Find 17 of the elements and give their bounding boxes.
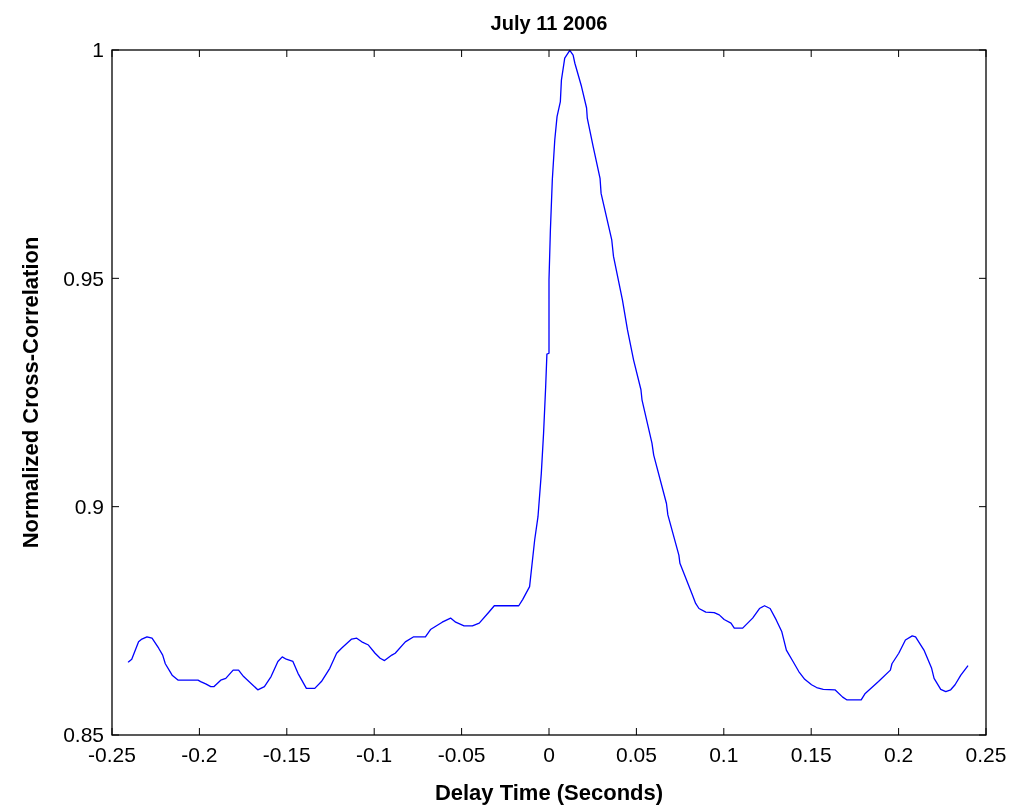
x-tick-label: -0.05 [437,743,486,766]
x-tick-label: 0.25 [965,743,1007,766]
x-tick-label: 0 [543,743,555,766]
line-series [127,49,969,701]
x-tick-label: 0.1 [709,743,739,766]
x-axis-title: Delay Time (Seconds) [434,780,664,805]
y-axis-title: Normalized Cross-Correlation [18,236,43,549]
y-tick-label: 0.9 [74,495,104,519]
x-tick-label: -0.1 [356,743,393,766]
x-tick-label: -0.15 [262,743,311,766]
x-tick-label: 0.05 [615,743,657,766]
y-tick-label: 0.95 [63,266,104,290]
y-tick-label: 1 [92,38,104,62]
x-tick-label: 0.2 [884,743,914,766]
chart-title: July 11 2006 [490,12,608,34]
x-tick-label: -0.2 [181,743,218,766]
x-tick-label: 0.15 [790,743,832,766]
